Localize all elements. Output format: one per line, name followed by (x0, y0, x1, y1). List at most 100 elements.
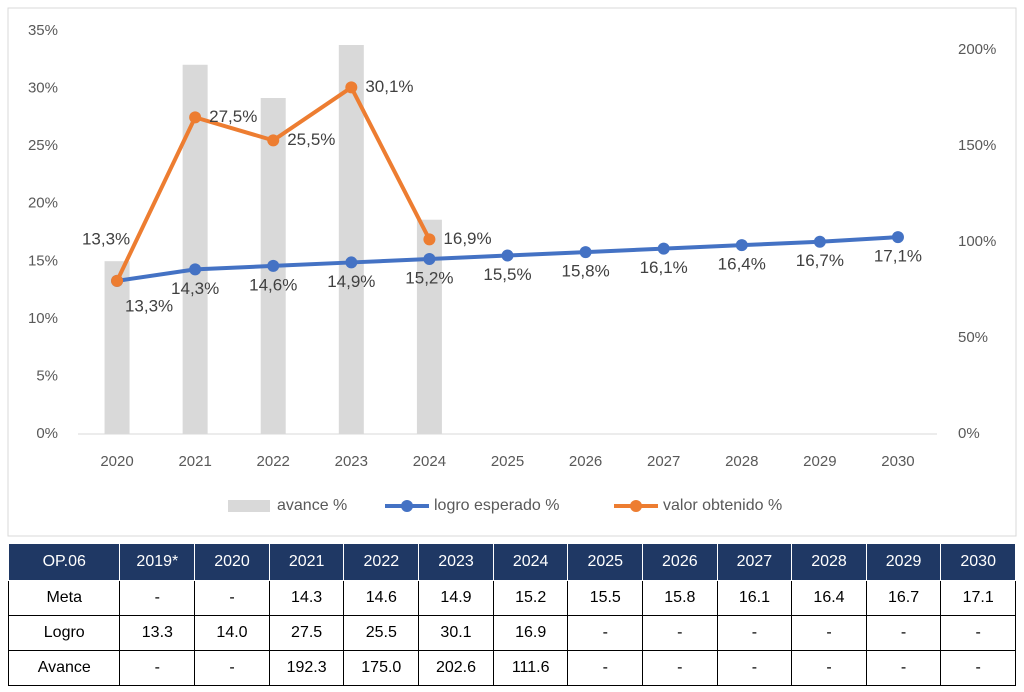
y2-tick-label: 50% (958, 329, 988, 346)
data-label: 13,3% (82, 229, 130, 248)
point (345, 256, 358, 269)
table-cell: 192.3 (268, 650, 345, 686)
table-cell: 15.8 (642, 580, 718, 616)
table-cell: 13.3 (119, 615, 196, 651)
table-cell: - (194, 650, 270, 686)
point (657, 242, 670, 255)
header-cell: 2027 (716, 543, 793, 581)
table-cell: - (119, 580, 196, 616)
legend-swatch (401, 500, 413, 512)
table-cell: 14.3 (268, 580, 345, 616)
table-cell: - (567, 615, 644, 651)
table-cell: 15.5 (567, 580, 644, 616)
point (423, 233, 436, 246)
y-tick-label: 10% (28, 310, 58, 327)
y-tick-label: 15% (28, 252, 58, 269)
x-tick-label: 2023 (335, 453, 368, 470)
y2-tick-label: 200% (958, 41, 996, 58)
table-cell: 14.9 (418, 580, 494, 616)
header-cell: 2026 (642, 543, 718, 581)
table-row: Avance - -192.3 175.0 202.6 111.6- - - - - - (7, 650, 1016, 686)
table-cell: 175.0 (343, 650, 420, 686)
data-label: 14,6% (249, 275, 297, 294)
table-cell: - (865, 615, 942, 651)
point (267, 259, 280, 272)
table-cell: 17.1 (940, 580, 1016, 616)
table-cell: - (716, 615, 793, 651)
data-label: 15,5% (483, 265, 531, 284)
x-tick-label: 2028 (725, 453, 758, 470)
header-cell: 2030 (940, 543, 1016, 581)
point (891, 231, 904, 244)
data-label: 14,3% (171, 279, 219, 298)
y2-tick-label: 150% (958, 137, 996, 154)
x-tick-label: 2022 (257, 453, 290, 470)
data-label: 16,1% (640, 258, 688, 277)
x-tick-label: 2025 (491, 453, 524, 470)
point (735, 239, 748, 252)
table-cell: - (716, 650, 793, 686)
point (345, 81, 358, 94)
header-cell: 2023 (418, 543, 494, 581)
table-row: Meta - -14.3 14.6 14.9 15.2 15.5 15.8 16.1 16.4 16… (7, 580, 1016, 616)
table-body: Meta - -14.3 14.6 14.9 15.2 15.5 15.8 16.1 16.4 16… (7, 580, 1016, 686)
point (579, 246, 592, 259)
table-cell: 202.6 (418, 650, 494, 686)
table-cell: 14.0 (194, 615, 270, 651)
point (189, 263, 202, 276)
y-tick-label: 0% (36, 425, 58, 442)
table-cell: 15.2 (492, 580, 569, 616)
table-cell: Avance (7, 650, 121, 686)
x-tick-label: 2030 (881, 453, 914, 470)
legend-label: logro esperado % (434, 497, 559, 514)
y2-tick-label: 0% (958, 425, 980, 442)
table-cell: - (567, 650, 644, 686)
table-cell: 16.7 (865, 580, 942, 616)
table-cell: 111.6 (492, 650, 569, 686)
table-cell: - (940, 615, 1016, 651)
header-cell: 2021 (268, 543, 345, 581)
table-cell: 27.5 (268, 615, 345, 651)
legend-swatch (228, 500, 270, 512)
table-cell: 16.9 (492, 615, 569, 651)
point (813, 235, 826, 248)
data-label: 16,7% (796, 251, 844, 270)
table-cell: 14.6 (343, 580, 420, 616)
bar (416, 219, 442, 434)
y-tick-label: 5% (36, 367, 58, 384)
x-tick-label: 2029 (803, 453, 836, 470)
table-row: Logro 13.3 14.0 27.5 25.5 30.1 16.9- - - - - - (7, 615, 1016, 651)
table-cell: Logro (7, 615, 121, 651)
y-tick-label: 35% (28, 22, 58, 39)
header-cell: 2029 (865, 543, 942, 581)
data-table: OP.06 2019* 2020 2021 2022 2023 2024 2025 2026 20… (7, 543, 1016, 686)
x-tick-label: 2021 (178, 453, 211, 470)
data-label: 30,1% (365, 77, 413, 96)
data-label: 27,5% (209, 107, 257, 126)
point (111, 274, 124, 287)
header-cell: 2024 (492, 543, 569, 581)
header-cell: 2020 (194, 543, 270, 581)
data-label: 14,9% (327, 272, 375, 291)
data-label: 15,8% (561, 262, 609, 281)
table-cell: 16.4 (791, 580, 867, 616)
chart: 0% 5% 10% 15% 20% 25% 30% 35% 0% 50% 100% 150% 200% 2… (7, 7, 1017, 537)
x-tick-label: 2020 (100, 453, 133, 470)
data-label: 16,9% (443, 229, 491, 248)
header-cell: 2022 (343, 543, 420, 581)
x-tick-label: 2024 (413, 453, 446, 470)
data-label: 25,5% (287, 130, 335, 149)
legend-label: avance % (277, 497, 347, 514)
x-tick-label: 2026 (569, 453, 602, 470)
legend-label: valor obtenido % (663, 497, 782, 514)
point (423, 252, 436, 265)
point (501, 249, 514, 262)
table-cell: 30.1 (418, 615, 494, 651)
y2-tick-label: 100% (958, 233, 996, 250)
table-cell: 25.5 (343, 615, 420, 651)
table-cell: 16.1 (716, 580, 793, 616)
y-tick-label: 20% (28, 195, 58, 212)
point (267, 134, 280, 147)
table-cell: - (642, 650, 718, 686)
